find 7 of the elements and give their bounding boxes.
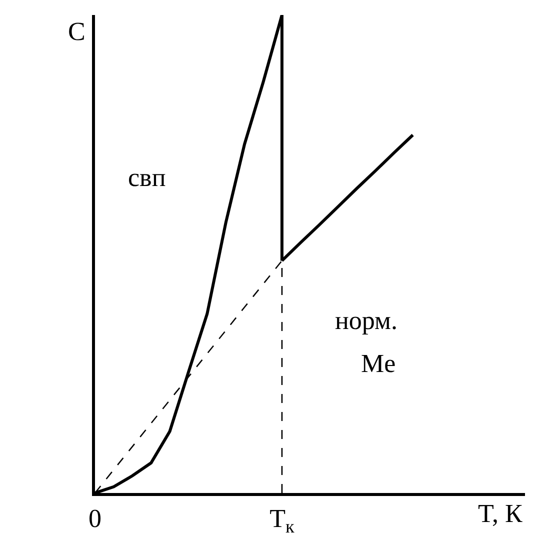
x-axis-title: T, К xyxy=(478,499,523,528)
x-tick-label: 0 xyxy=(88,504,102,534)
y-axis-title: C xyxy=(68,17,86,46)
annotation: свп xyxy=(128,163,166,192)
annotation: норм. xyxy=(335,306,398,335)
annotation: Me xyxy=(361,349,396,378)
x-tick-label: T$_{к}$ xyxy=(270,504,294,537)
